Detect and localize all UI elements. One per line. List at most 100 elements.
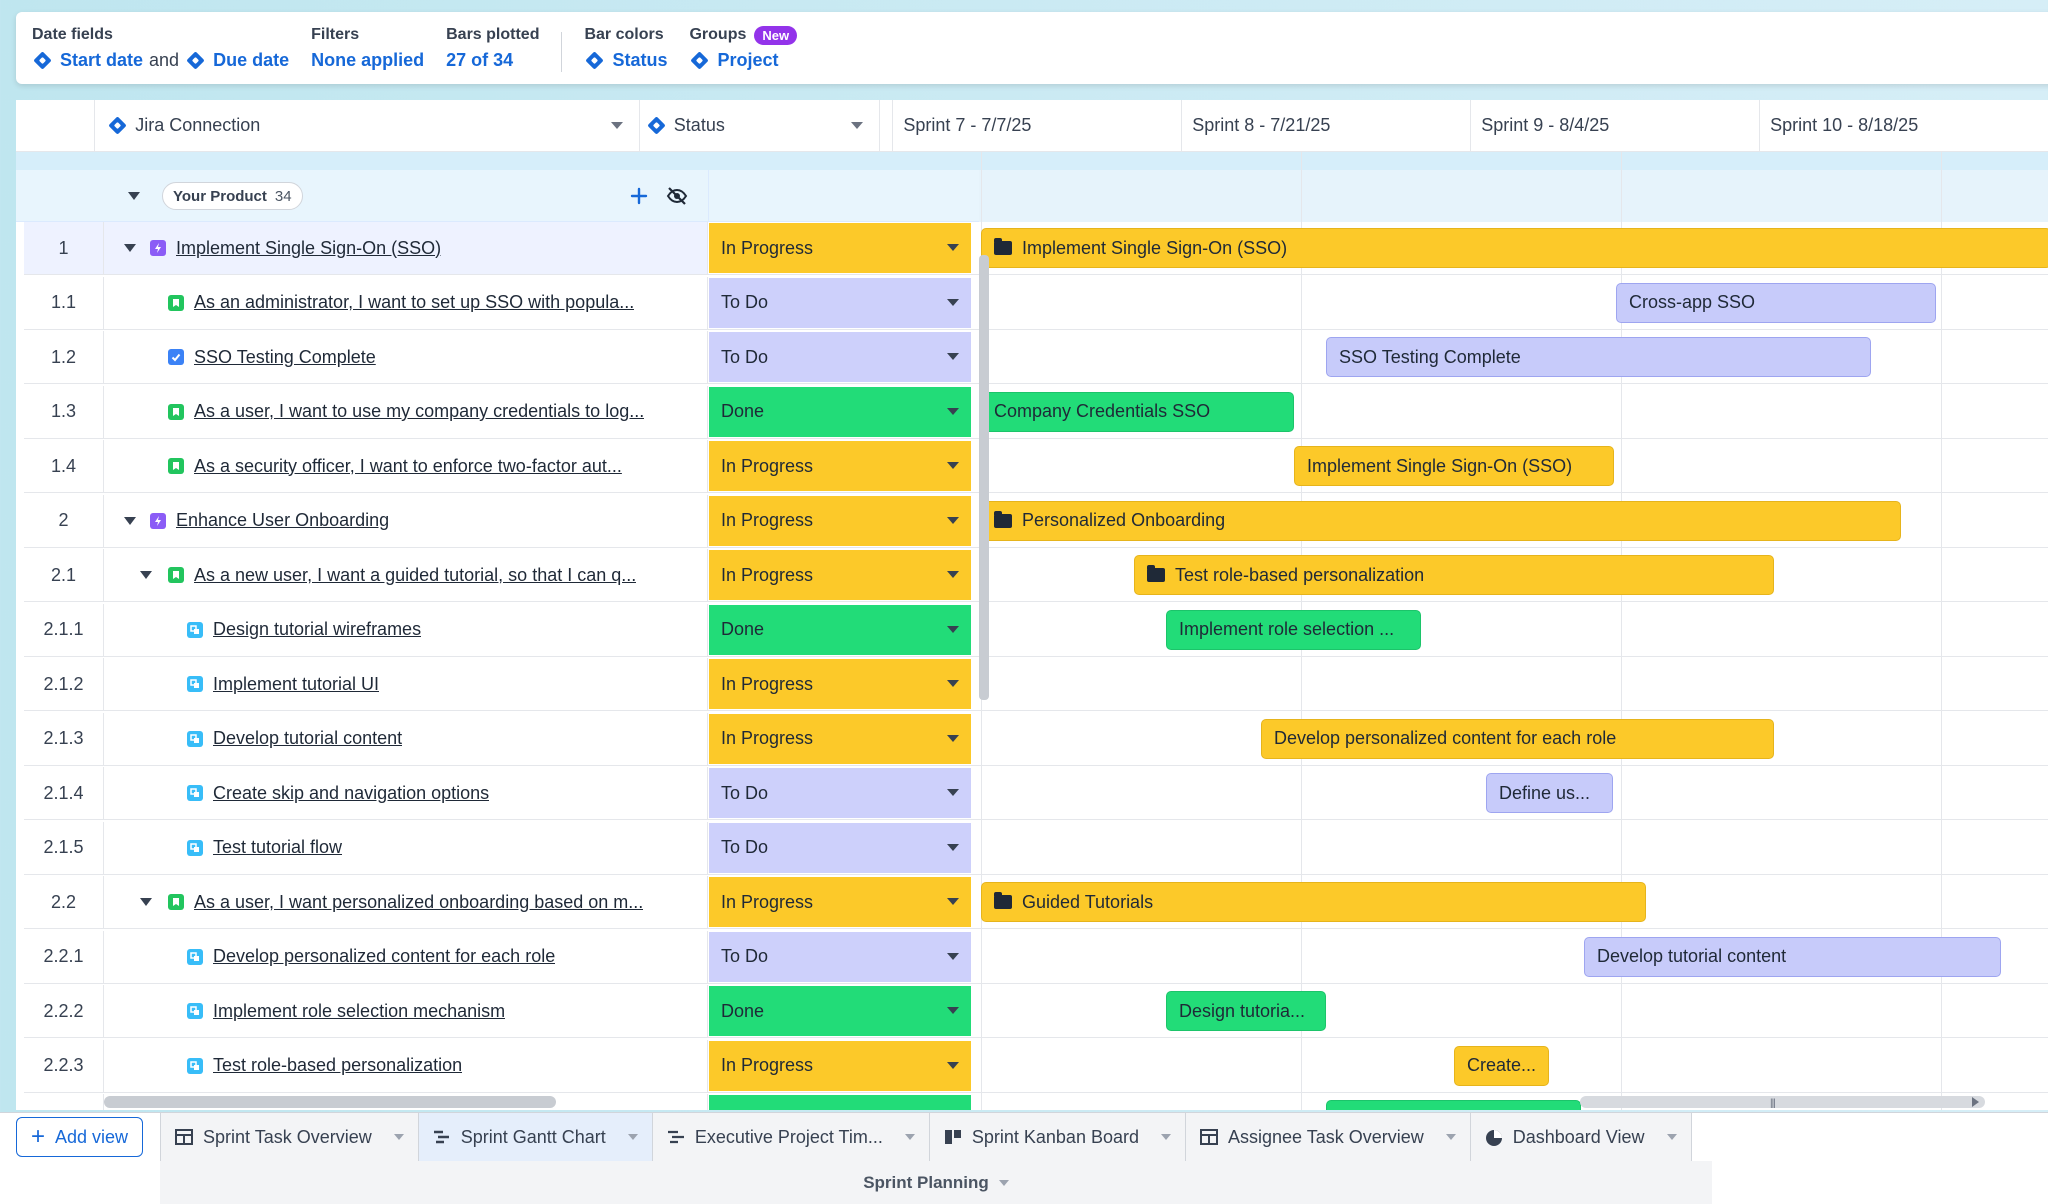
status-dropdown[interactable]: Done — [709, 1095, 971, 1110]
status-dropdown[interactable]: To Do — [709, 931, 971, 982]
status-dropdown[interactable]: In Progress — [709, 713, 971, 764]
gantt-bar[interactable]: Define us... — [1486, 773, 1613, 813]
subtask-icon — [187, 621, 203, 638]
groups-value[interactable]: Project — [717, 50, 779, 70]
chevron-down-icon[interactable] — [1445, 1134, 1456, 1140]
view-tab[interactable]: Sprint Task Overview — [161, 1113, 419, 1161]
status-dropdown[interactable]: In Progress — [709, 495, 971, 546]
status-dropdown[interactable]: In Progress — [709, 877, 971, 927]
gantt-bar[interactable]: Guided Tutorials — [981, 882, 1646, 922]
table-row[interactable]: 2.1.2 Implement tutorial UI In Progress — [24, 658, 2048, 711]
table-row[interactable]: 2.1.5 Test tutorial flow To Do — [24, 821, 2048, 875]
issue-title-link[interactable]: Develop personalized content for each ro… — [213, 946, 556, 966]
view-tab[interactable]: Executive Project Tim... — [652, 1113, 930, 1161]
chevron-down-icon[interactable] — [627, 1134, 638, 1140]
issue-title-link[interactable]: SSO Testing Complete — [194, 346, 376, 367]
collapse-caret-icon[interactable] — [124, 516, 136, 525]
gantt-bar[interactable]: Implement role selection ... — [1166, 609, 1421, 650]
issue-title-link[interactable]: Design role-based onboarding flows — [213, 1110, 500, 1111]
collapse-caret-icon[interactable] — [124, 244, 136, 252]
add-view-button[interactable]: + Add view — [16, 1117, 144, 1157]
group-count: 34 — [274, 187, 292, 205]
table-row[interactable]: 1.4 As a security officer, I want to enfo… — [24, 440, 2048, 493]
gantt-bar[interactable]: Implement tutorial UI — [1326, 1100, 1581, 1110]
status-dropdown[interactable]: In Progress — [709, 223, 971, 273]
chevron-down-icon[interactable] — [904, 1134, 915, 1140]
issue-title-link[interactable]: Implement tutorial UI — [213, 673, 380, 694]
groups-group[interactable]: Groups New Project — [689, 24, 798, 71]
table-row[interactable]: 2.2.2 Implement role selection mechanism D… — [24, 985, 2048, 1038]
chevron-down-icon[interactable] — [850, 122, 863, 129]
collapse-caret-icon[interactable] — [128, 192, 140, 200]
status-dropdown[interactable]: To Do — [709, 332, 971, 382]
status-dropdown[interactable]: To Do — [709, 822, 971, 873]
status-dropdown[interactable]: In Progress — [709, 441, 971, 491]
status-dropdown[interactable]: Done — [709, 604, 971, 655]
issue-title-link[interactable]: As a user, I want to use my company cred… — [194, 401, 645, 421]
horizontal-scrollbar-right[interactable]: ||| — [1580, 1096, 1985, 1109]
chevron-down-icon[interactable] — [1161, 1134, 1171, 1140]
issue-title-link[interactable]: As a user, I want personalized onboardin… — [194, 891, 644, 912]
gantt-bar[interactable]: Cross-app SSO — [1616, 282, 1936, 323]
gantt-bar[interactable]: Personalized Onboarding — [981, 500, 1901, 541]
issue-title-link[interactable]: Implement role selection mechanism — [213, 1000, 506, 1021]
view-tab[interactable]: Sprint Gantt Chart — [418, 1113, 653, 1161]
issue-title-link[interactable]: Develop tutorial content — [213, 728, 403, 748]
chevron-down-icon[interactable] — [1666, 1134, 1677, 1140]
issue-title-link[interactable]: As a security officer, I want to enforce… — [194, 455, 622, 476]
story-icon — [168, 458, 184, 474]
bar-colors-value[interactable]: Status — [612, 50, 668, 70]
due-date-value[interactable]: Due date — [213, 50, 290, 70]
table-row[interactable]: 2.1.1 Design tutorial wireframes Done — [24, 603, 2048, 657]
issue-title-link[interactable]: As an administrator, I want to set up SS… — [194, 292, 635, 312]
gantt-bar[interactable]: Develop personalized content for each ro… — [1261, 718, 1774, 759]
title-column-header[interactable]: Jira Connection — [95, 100, 640, 151]
filters-value[interactable]: None applied — [311, 50, 425, 70]
issue-title-link[interactable]: Implement Single Sign-On (SSO) — [176, 237, 442, 258]
gantt-bar[interactable]: Develop tutorial content — [1584, 936, 2001, 977]
issue-title-link[interactable]: Create skip and navigation options — [213, 782, 490, 803]
gantt-bar[interactable]: Create... — [1454, 1045, 1549, 1086]
jira-diamond-icon — [647, 116, 666, 135]
eye-off-icon[interactable] — [666, 186, 688, 206]
issue-title-link[interactable]: As a new user, I want a guided tutorial,… — [194, 564, 637, 585]
chevron-down-icon[interactable] — [610, 122, 623, 129]
bars-plotted-value[interactable]: 27 of 34 — [446, 50, 514, 70]
status-dropdown[interactable]: Done — [709, 386, 971, 437]
table-row[interactable]: 2.1.4 Create skip and navigation options T… — [24, 767, 2048, 820]
gantt-bar[interactable]: Implement Single Sign-On (SSO) — [981, 228, 2048, 268]
issue-title-link[interactable]: Test tutorial flow — [213, 837, 343, 857]
gantt-bar[interactable]: SSO Testing Complete — [1326, 337, 1871, 377]
start-date-value[interactable]: Start date — [60, 50, 144, 70]
view-tab[interactable]: Assignee Task Overview — [1186, 1113, 1471, 1161]
gantt-bar[interactable]: Test role-based personalization — [1134, 555, 1774, 595]
chevron-down-icon[interactable] — [998, 1180, 1009, 1186]
gantt-bar[interactable]: Implement Single Sign-On (SSO) — [1294, 446, 1614, 486]
bar-colors-group[interactable]: Bar colors Status — [584, 24, 667, 71]
vertical-scrollbar[interactable] — [979, 255, 989, 700]
status-dropdown[interactable]: To Do — [709, 277, 971, 328]
chevron-down-icon[interactable] — [393, 1134, 404, 1140]
horizontal-scrollbar-left[interactable] — [104, 1096, 556, 1108]
plus-icon[interactable] — [630, 187, 648, 205]
scroll-right-arrow-icon[interactable] — [1972, 1097, 1979, 1107]
issue-title-link[interactable]: Test role-based personalization — [213, 1055, 463, 1075]
view-tab[interactable]: Sprint Kanban Board — [929, 1113, 1186, 1161]
workspace-footer[interactable]: Sprint Planning — [160, 1161, 1712, 1204]
status-dropdown[interactable]: In Progress — [709, 550, 971, 600]
issue-title-link[interactable]: Design tutorial wireframes — [213, 619, 422, 639]
status-dropdown[interactable]: In Progress — [709, 1040, 971, 1091]
gantt-bar[interactable]: Company Credentials SSO — [981, 391, 1294, 432]
issue-title-link[interactable]: Enhance User Onboarding — [176, 510, 390, 530]
gantt-bar[interactable]: Design tutoria... — [1166, 991, 1326, 1031]
status-dropdown[interactable]: In Progress — [709, 659, 971, 709]
status-dropdown[interactable]: To Do — [709, 768, 971, 818]
status-dropdown[interactable]: Done — [709, 986, 971, 1036]
collapse-caret-icon[interactable] — [140, 898, 152, 906]
filters-group[interactable]: Filters None applied — [311, 24, 424, 71]
status-column-header[interactable]: Status — [640, 100, 880, 151]
table-row[interactable]: 2.2.3 Test role-based personalization In P… — [24, 1039, 2048, 1093]
date-fields-group[interactable]: Date fields Start date and Due date — [32, 24, 289, 71]
view-tab[interactable]: Dashboard View — [1470, 1113, 1692, 1161]
collapse-caret-icon[interactable] — [140, 571, 152, 579]
